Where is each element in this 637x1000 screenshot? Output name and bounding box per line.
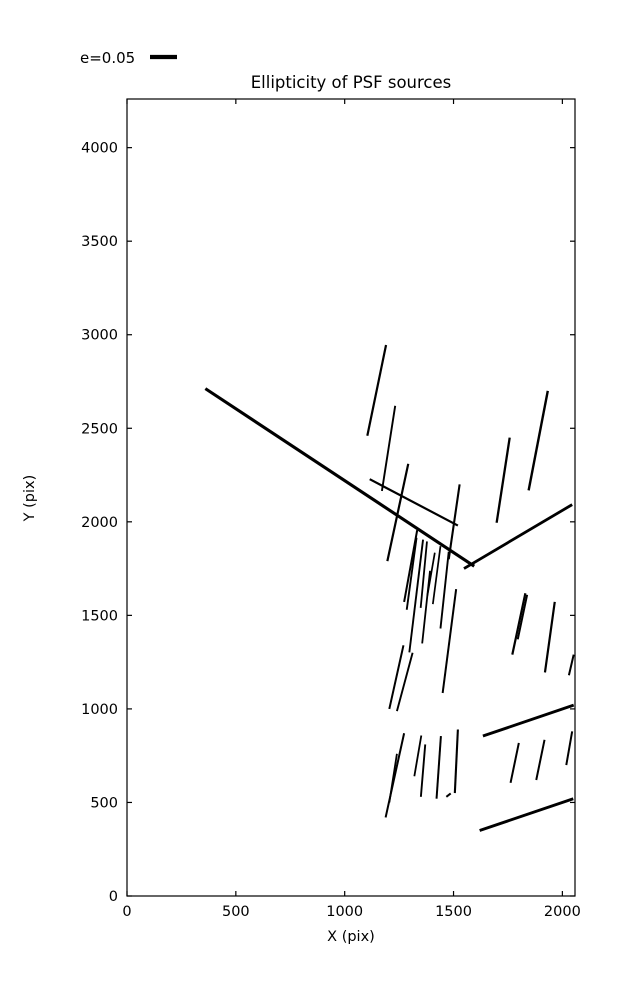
y-tick-label: 2500 — [81, 421, 118, 437]
y-axis-ticks: 0 500 1000 1500 2000 2500 3000 3500 4000 — [81, 141, 575, 905]
whisker-segment — [204, 387, 476, 568]
x-tick-label: 1500 — [435, 904, 472, 920]
y-tick-label: 4000 — [81, 141, 118, 157]
whisker-segment — [432, 546, 442, 605]
y-tick-label: 0 — [109, 889, 118, 905]
legend-label: e=0.05 — [80, 49, 135, 67]
whisker-segment — [495, 437, 511, 523]
whisker-segment — [479, 797, 574, 832]
x-tick-label: 1000 — [326, 904, 363, 920]
axes-frame — [126, 98, 576, 897]
x-tick-label: 500 — [222, 904, 250, 920]
whisker-segment — [380, 405, 397, 492]
whisker-segment — [511, 593, 527, 655]
whisker-series — [204, 344, 575, 832]
scale-legend: e=0.05 — [80, 49, 177, 67]
whisker-segment — [408, 539, 424, 653]
whisker-segment — [419, 541, 428, 608]
whisker-segment — [441, 589, 458, 694]
whisker-segment — [527, 390, 549, 491]
whisker-segment — [413, 735, 423, 777]
whisker-segment — [453, 729, 459, 794]
x-tick-label: 0 — [122, 904, 131, 920]
whisker-segment — [543, 601, 556, 673]
y-tick-label: 1000 — [81, 702, 118, 718]
y-tick-label: 1500 — [81, 608, 118, 624]
whisker-segment — [419, 744, 427, 797]
x-tick-label: 2000 — [544, 904, 581, 920]
whisker-segment — [445, 792, 452, 798]
whisker-segment — [386, 463, 410, 562]
whisker-segment — [369, 478, 459, 527]
whisker-segment — [366, 344, 388, 436]
whisker-segment — [396, 652, 414, 712]
whisker-segment — [426, 552, 436, 596]
y-tick-label: 500 — [90, 795, 118, 811]
whisker-segment — [421, 570, 431, 644]
whisker-segment — [384, 733, 406, 818]
whisker-segment — [439, 551, 450, 629]
whisker-segment — [509, 742, 520, 784]
whisker-segment — [405, 537, 418, 610]
x-axis-ticks: 0 500 1000 1500 2000 — [122, 99, 581, 920]
x-axis-label: X (pix) — [327, 929, 375, 945]
whisker-segment — [435, 735, 442, 799]
y-tick-label: 3000 — [81, 328, 118, 344]
whisker-segment — [535, 739, 546, 781]
whisker-segment — [388, 645, 405, 710]
whisker-segment — [463, 503, 573, 570]
whisker-segment — [567, 654, 575, 676]
whisker-segment — [516, 594, 529, 640]
whisker-segment — [447, 484, 461, 560]
chart-title: Ellipticity of PSF sources — [251, 73, 452, 92]
whisker-segment — [565, 731, 574, 766]
y-tick-label: 2000 — [81, 515, 118, 531]
y-tick-label: 3500 — [81, 234, 118, 250]
whisker-segment — [388, 753, 398, 803]
whisker-segment — [482, 703, 575, 738]
y-axis-label: Y (pix) — [22, 475, 38, 523]
